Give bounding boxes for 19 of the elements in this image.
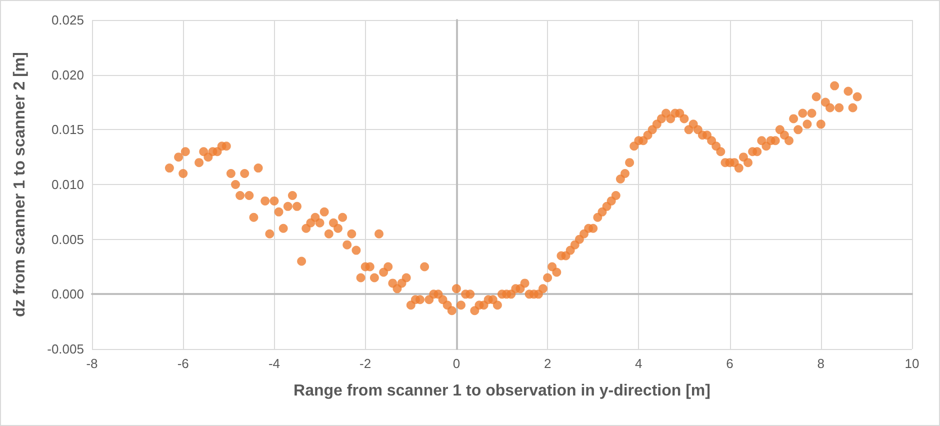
x-tick-label: 4	[635, 356, 642, 371]
x-tick-label: 6	[726, 356, 734, 371]
y-tick-label: 0.005	[51, 232, 84, 247]
x-tick-label: 8	[817, 356, 825, 371]
x-tick-label: 0	[452, 356, 460, 371]
y-tick-label: 0.000	[51, 286, 84, 302]
y-tick-label: 0.015	[51, 122, 84, 138]
x-tick-label: -4	[268, 356, 280, 371]
x-tick-label: 10	[904, 356, 920, 371]
y-tick-label: 0.025	[51, 12, 84, 28]
x-tick-label: -8	[86, 356, 98, 371]
y-axis-title: dz from scanner 1 to scanner 2 [m]	[12, 52, 28, 317]
x-tick-label: 2	[544, 356, 552, 371]
x-axis-title: Range from scanner 1 to observation in y-direction [m]	[294, 382, 710, 400]
y-tick-label: -0.005	[47, 342, 84, 356]
y-tick-label: 0.020	[51, 67, 84, 82]
x-tick-label: -2	[360, 356, 372, 371]
y-tick-label: 0.010	[51, 177, 84, 192]
x-tick-label: -6	[177, 356, 189, 371]
